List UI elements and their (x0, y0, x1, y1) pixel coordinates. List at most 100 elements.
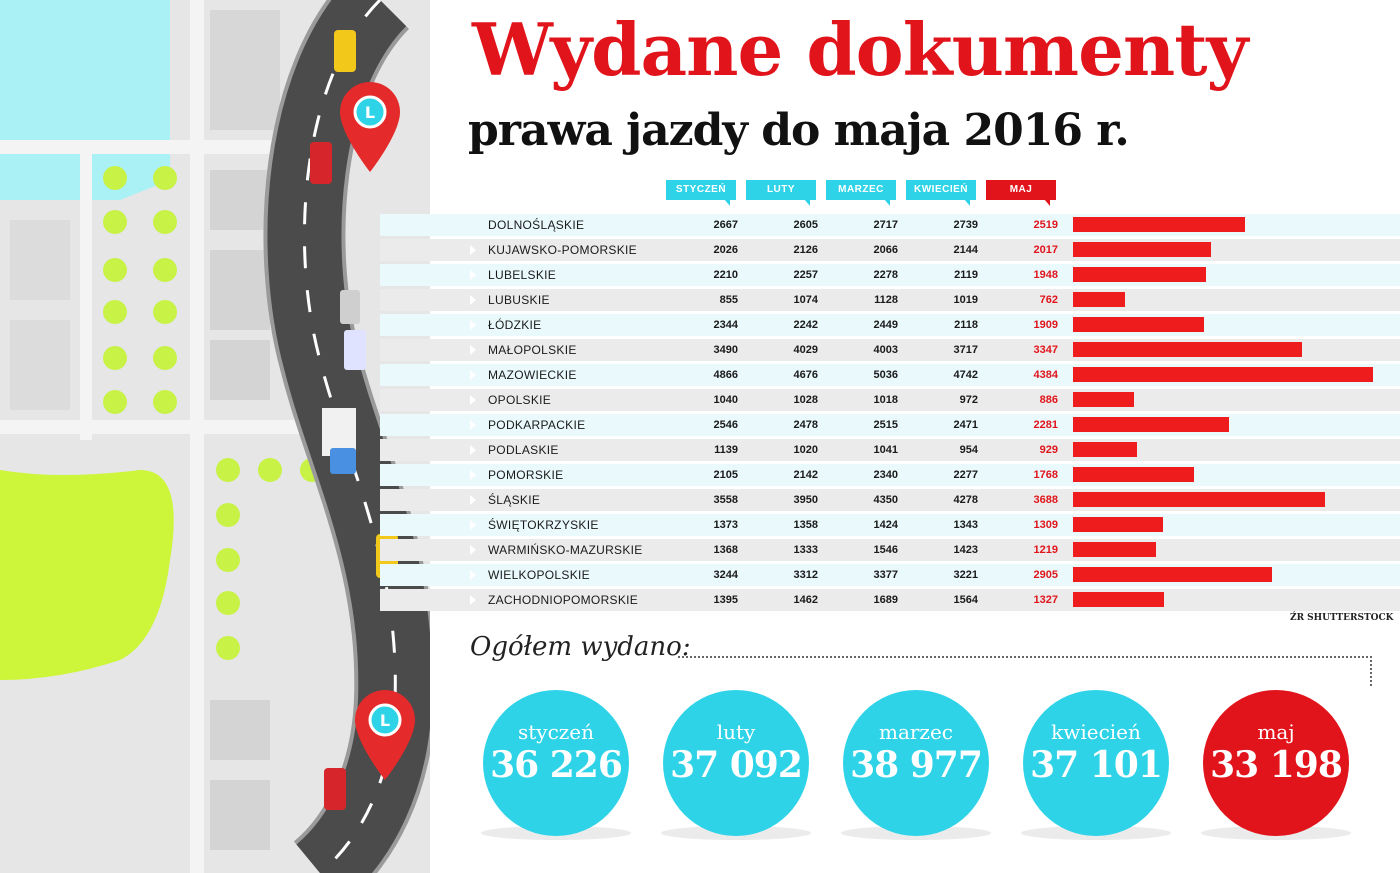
total-month-label: maj (1257, 720, 1295, 744)
region-name: LUBUSKIE (488, 293, 550, 307)
value-cell-marzec: 1041 (873, 444, 898, 456)
column-header-kwiecień: KWIECIEŃ (906, 180, 976, 200)
value-cell-luty: 1020 (793, 444, 818, 456)
total-month-label: marzec (878, 720, 954, 744)
value-cell-kwiecień: 2277 (953, 469, 978, 481)
value-cell-luty: 4029 (793, 344, 818, 356)
region-name: POMORSKIE (488, 468, 564, 482)
bar-maj (1073, 567, 1272, 582)
column-header-marzec: MARZEC (826, 180, 896, 200)
value-cell-maj: 2281 (1033, 419, 1058, 431)
total-value: 38 977 (850, 744, 983, 786)
bar-maj (1073, 467, 1194, 482)
column-header-pointer (1044, 199, 1050, 206)
value-cell-kwiecień: 1343 (953, 519, 978, 531)
value-cell-luty: 2257 (793, 269, 818, 281)
value-cell-kwiecień: 3717 (953, 344, 978, 356)
row-arrow-icon (470, 570, 476, 580)
total-month-label: styczeń (517, 720, 595, 744)
total-value: 33 198 (1210, 744, 1343, 786)
value-cell-styczeń: 2105 (713, 469, 738, 481)
value-cell-luty: 1333 (793, 544, 818, 556)
bar-maj (1073, 292, 1125, 307)
total-value: 37 092 (670, 744, 803, 786)
column-header-pointer (964, 199, 970, 206)
value-cell-kwiecień: 2119 (954, 269, 978, 281)
row-arrow-icon (470, 270, 476, 280)
value-cell-luty: 2605 (793, 219, 818, 231)
total-value: 37 101 (1030, 744, 1163, 786)
value-cell-kwiecień: 1019 (953, 294, 978, 306)
value-cell-styczeń: 1139 (714, 444, 738, 456)
value-cell-luty: 1074 (793, 294, 818, 306)
value-cell-kwiecień: 3221 (953, 569, 978, 581)
value-cell-marzec: 1689 (873, 594, 898, 606)
region-name: WARMIŃSKO-MAZURSKIE (488, 543, 643, 557)
region-name: MAZOWIECKIE (488, 368, 577, 382)
value-cell-kwiecień: 4278 (953, 494, 978, 506)
row-arrow-icon (470, 295, 476, 305)
value-cell-styczeń: 2667 (713, 219, 738, 231)
total-circle-marzec: marzec 38 977 (843, 690, 989, 836)
value-cell-styczeń: 2344 (713, 319, 738, 331)
value-cell-kwiecień: 1564 (953, 594, 978, 606)
row-arrow-icon (470, 520, 476, 530)
value-cell-marzec: 2066 (873, 244, 898, 256)
value-cell-maj: 2017 (1033, 244, 1058, 256)
column-header-luty: LUTY (746, 180, 816, 200)
svg-text:L: L (365, 103, 375, 122)
value-cell-marzec: 3377 (873, 569, 898, 581)
column-header-pointer (804, 199, 810, 206)
row-arrow-icon (470, 470, 476, 480)
region-name: WIELKOPOLSKIE (488, 568, 590, 582)
row-arrow-icon (470, 320, 476, 330)
value-cell-luty: 2242 (793, 319, 818, 331)
total-circle-maj: maj 33 198 (1203, 690, 1349, 836)
page-subtitle: prawa jazdy do maja 2016 r. (468, 105, 1130, 156)
row-arrow-icon (470, 495, 476, 505)
bar-maj (1073, 267, 1206, 282)
region-name: MAŁOPOLSKIE (488, 343, 577, 357)
value-cell-luty: 2126 (793, 244, 818, 256)
value-cell-marzec: 4003 (873, 344, 898, 356)
value-cell-styczeń: 3244 (713, 569, 738, 581)
dotted-divider-end (1370, 656, 1372, 686)
value-cell-luty: 2478 (793, 419, 818, 431)
value-cell-luty: 4676 (793, 369, 818, 381)
total-circle-kwiecień: kwiecień 37 101 (1023, 690, 1169, 836)
value-cell-styczeń: 2546 (713, 419, 738, 431)
value-cell-maj: 2905 (1033, 569, 1058, 581)
value-cell-styczeń: 4866 (713, 369, 738, 381)
value-cell-styczeń: 2210 (713, 269, 738, 281)
bar-maj (1073, 342, 1302, 357)
column-header-maj: MAJ (986, 180, 1056, 200)
value-cell-luty: 3312 (793, 569, 818, 581)
value-cell-marzec: 4350 (873, 494, 898, 506)
table-row (380, 389, 1400, 411)
region-name: PODKARPACKIE (488, 418, 586, 432)
road-map-illustration: L L (0, 0, 430, 873)
value-cell-maj: 762 (1039, 294, 1058, 306)
value-cell-marzec: 1424 (873, 519, 898, 531)
row-arrow-icon (470, 420, 476, 430)
total-circle-styczeń: styczeń 36 226 (483, 690, 629, 836)
value-cell-maj: 1219 (1033, 544, 1058, 556)
value-cell-luty: 1028 (793, 394, 818, 406)
value-cell-styczeń: 2026 (713, 244, 738, 256)
value-cell-styczeń: 1368 (713, 544, 738, 556)
column-header-styczeń: STYCZEŃ (666, 180, 736, 200)
value-cell-luty: 1462 (793, 594, 818, 606)
table-row (380, 439, 1400, 461)
column-header-pointer (884, 199, 890, 206)
bar-maj (1073, 392, 1134, 407)
value-cell-marzec: 2515 (873, 419, 898, 431)
value-cell-maj: 3347 (1033, 344, 1058, 356)
value-cell-maj: 886 (1039, 394, 1058, 406)
value-cell-luty: 2142 (793, 469, 818, 481)
region-name: LUBELSKIE (488, 268, 557, 282)
region-name: ZACHODNIOPOMORSKIE (488, 593, 639, 607)
page-title: Wydane dokumenty (472, 7, 1248, 92)
region-name: ŚLĄSKIE (488, 493, 541, 507)
value-cell-marzec: 1018 (873, 394, 898, 406)
total-value: 36 226 (490, 744, 623, 786)
